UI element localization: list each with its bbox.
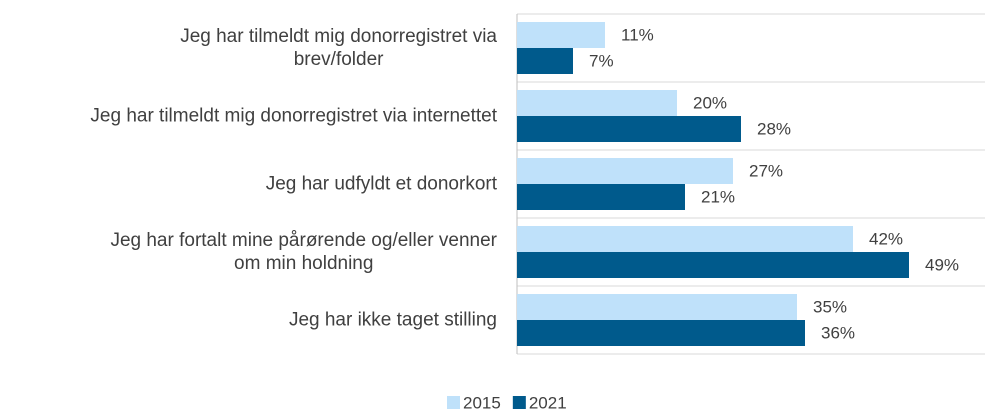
bar <box>517 294 797 320</box>
category-label: Jeg har fortalt mine pårørende og/eller … <box>110 230 497 274</box>
legend-label: 2021 <box>529 393 567 412</box>
value-label: 27% <box>749 161 783 180</box>
value-label: 28% <box>757 119 791 138</box>
bar <box>517 116 741 142</box>
value-label: 20% <box>693 93 727 112</box>
bar <box>517 252 909 278</box>
value-label: 7% <box>589 51 614 70</box>
value-label: 36% <box>821 323 855 342</box>
bar <box>517 320 805 346</box>
bar <box>517 90 677 116</box>
bar <box>517 184 685 210</box>
value-label: 49% <box>925 255 959 274</box>
value-label: 42% <box>869 229 903 248</box>
category-label: Jeg har tilmeldt mig donorregistret via … <box>180 26 497 70</box>
category-label: Jeg har udfyldt et donorkort <box>265 173 497 195</box>
bar <box>517 22 605 48</box>
value-label: 35% <box>813 297 847 316</box>
category-label: Jeg har ikke taget stilling <box>288 309 497 331</box>
legend-label: 2015 <box>463 393 501 412</box>
bar <box>517 48 573 74</box>
category-label: Jeg har tilmeldt mig donorregistret via … <box>90 105 497 127</box>
bar <box>517 226 853 252</box>
value-label: 11% <box>621 25 654 44</box>
legend-swatch <box>512 396 526 409</box>
legend-swatch <box>447 396 460 409</box>
bar <box>517 158 733 184</box>
value-label: 21% <box>701 187 735 206</box>
